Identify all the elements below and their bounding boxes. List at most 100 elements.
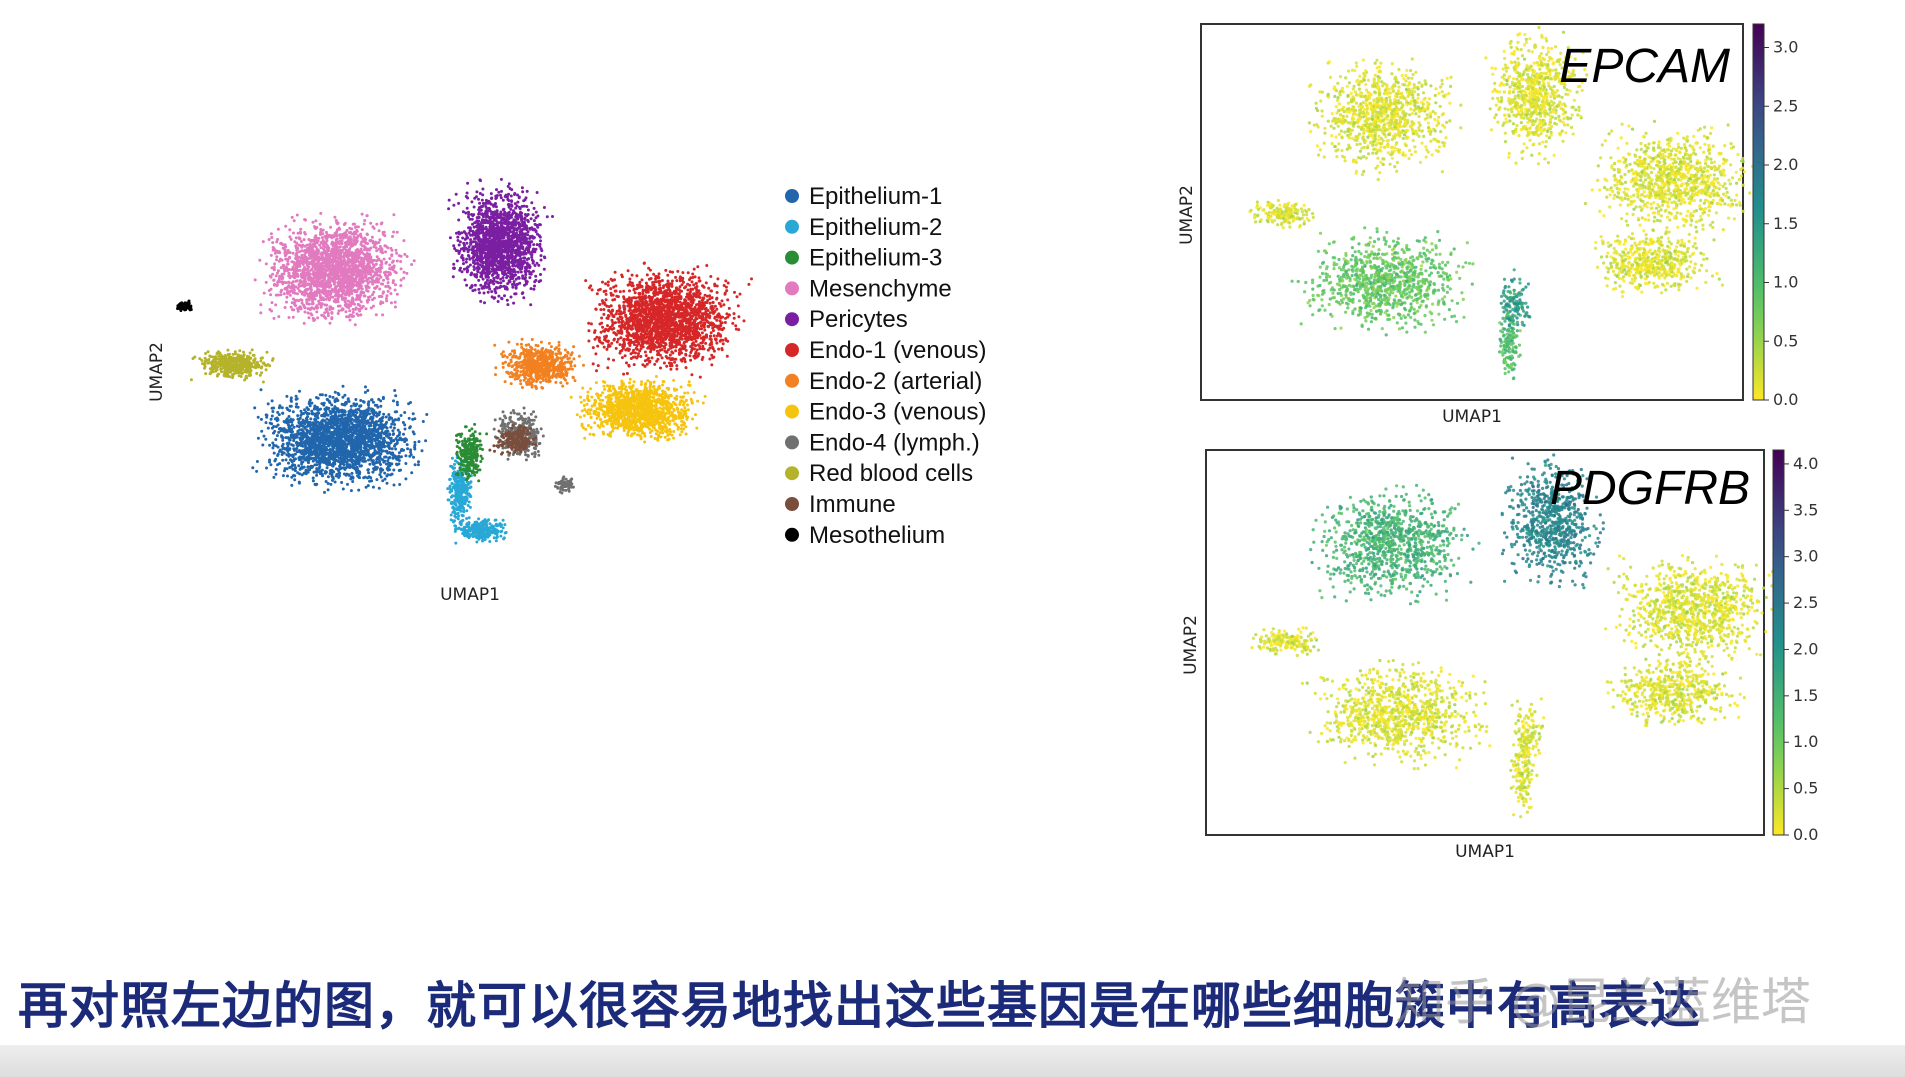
colorbar-tick-label: 4.0 [1793,454,1818,473]
umap-cluster-plot: UMAP1 UMAP2 [147,177,753,605]
colorbar-tick-label: 2.0 [1793,639,1818,658]
colorbar-tick-label: 3.5 [1793,500,1818,519]
legend-label: Endo-1 (venous) [809,337,986,364]
expression-points [1583,119,1757,242]
cluster-endo-1-venous--points [584,261,753,379]
pdgfrb-ylabel: UMAP2 [1181,615,1201,675]
expression-points [1307,57,1463,182]
legend-item: Red blood cells [785,460,973,487]
epcam-feature-plot: EPCAM UMAP1 UMAP2 0.0 0.5 1.0 1.5 2.0 2.5 3.0 [1177,23,1798,427]
pdgfrb-title: PDGFRB [1550,462,1750,515]
legend-marker [785,312,799,327]
legend-marker [785,373,799,388]
legend-label: Red blood cells [809,460,973,487]
figure-canvas: UMAP1 UMAP2 Epithelium-1Epithelium-2Epit… [147,23,1818,862]
legend-item: Mesenchyme [785,275,952,302]
legend-marker [785,466,799,481]
legend-item: Immune [785,491,896,518]
legend-marker [785,435,799,450]
colorbar-tick-label: 3.0 [1773,38,1798,57]
legend-item: Endo-1 (venous) [785,337,986,364]
pdgfrb-points [1250,453,1781,819]
expression-points [1290,226,1475,337]
legend-marker [785,219,799,234]
legend-item: Epithelium-1 [785,183,942,210]
cluster-endo-3-venous--points [569,375,707,444]
cluster-epithelium-1-points [251,384,429,494]
legend-marker [785,250,799,265]
epcam-ylabel: UMAP2 [1177,185,1197,245]
colorbar-tick-label: 2.0 [1773,155,1798,174]
legend-marker [785,343,799,357]
legend-marker [785,189,799,203]
legend-label: Immune [809,491,896,518]
expression-points [1604,554,1781,674]
cluster-mesothelium-points [176,299,193,312]
colorbar-tick-label: 3.0 [1793,547,1818,566]
cluster-red-blood-cells-points [189,348,275,384]
pdgfrb-colorbar: 0.0 0.5 1.0 1.5 2.0 2.5 3.0 3.5 4.0 [1772,449,1818,844]
colorbar-gradient [1752,23,1765,401]
cluster-epithelium-2-points [452,517,508,545]
umap-left-xlabel: UMAP1 [440,585,500,605]
expression-points [1500,453,1605,590]
legend-item: Epithelium-3 [785,245,942,272]
colorbar-tick-label: 1.0 [1793,732,1818,751]
legend-label: Epithelium-2 [809,214,942,241]
expression-points [1593,226,1725,299]
legend-label: Endo-3 (venous) [809,399,986,426]
colorbar-tick-label: 2.5 [1793,593,1818,612]
colorbar-tick-label: 0.0 [1793,825,1818,844]
bottom-strip [0,1045,1905,1077]
legend-item: Endo-3 (venous) [785,399,986,426]
legend-label: Endo-2 (arterial) [809,368,982,395]
legend-item: Mesothelium [785,522,945,549]
expression-points [1605,655,1746,728]
legend-item: Pericytes [785,306,908,333]
watermark-text: 知乎 @昆兰蓝维塔 [1395,962,1811,1034]
cluster-epithelium-3-points [454,422,489,483]
epcam-xlabel: UMAP1 [1442,407,1502,427]
cluster-endo-4-lymph--points [553,475,575,495]
legend-marker [785,404,799,419]
legend-label: Epithelium-3 [809,245,942,272]
legend-label: Endo-4 (lymph.) [809,429,980,456]
cluster-mesenchyme-points [253,211,416,327]
expression-points [1509,732,1539,819]
legend-label: Epithelium-1 [809,183,942,210]
colorbar-tick-label: 1.5 [1793,686,1818,705]
colorbar-tick-label: 1.5 [1773,214,1798,233]
expression-points [1248,198,1315,230]
expression-points [1499,268,1532,331]
expression-points [1309,483,1481,606]
colorbar-tick-label: 1.0 [1773,273,1798,292]
expression-points [1250,626,1320,658]
pdgfrb-xlabel: UMAP1 [1455,842,1515,862]
expression-points [1484,25,1589,166]
cluster-immune-points [488,423,538,456]
epcam-title: EPCAM [1559,40,1730,93]
cluster-points [176,177,753,545]
colorbar-tick-label: 0.5 [1773,331,1798,350]
cluster-epithelium-2-points [446,453,473,526]
legend-item: Endo-2 (arterial) [785,368,982,395]
legend-item: Epithelium-2 [785,214,942,241]
colorbar-tick-label: 0.0 [1773,390,1798,409]
legend-label: Mesenchyme [809,275,952,302]
subtitle-bar [0,955,1905,1045]
cluster-pericytes-points [447,177,554,307]
epcam-colorbar: 0.0 0.5 1.0 1.5 2.0 2.5 3.0 [1752,23,1798,409]
legend-label: Mesothelium [809,522,945,549]
video-subtitle: 再对照左边的图，就可以很容易地找出这些基因是在哪些细胞簇中有高表达 [18,966,1701,1038]
legend-marker [785,527,799,542]
cluster-endo-2-arterial--points [493,337,585,390]
legend-label: Pericytes [809,306,908,333]
legend-marker [785,497,799,511]
expression-points [1300,658,1492,771]
cluster-legend: Epithelium-1 Epithelium-2 Epithelium-3 Mese… [785,183,986,549]
umap-left-ylabel: UMAP2 [147,342,167,402]
colorbar-gradient [1772,449,1785,836]
colorbar-tick-label: 2.5 [1773,96,1798,115]
legend-item: Endo-4 (lymph.) [785,429,980,456]
expression-points [1510,697,1546,774]
